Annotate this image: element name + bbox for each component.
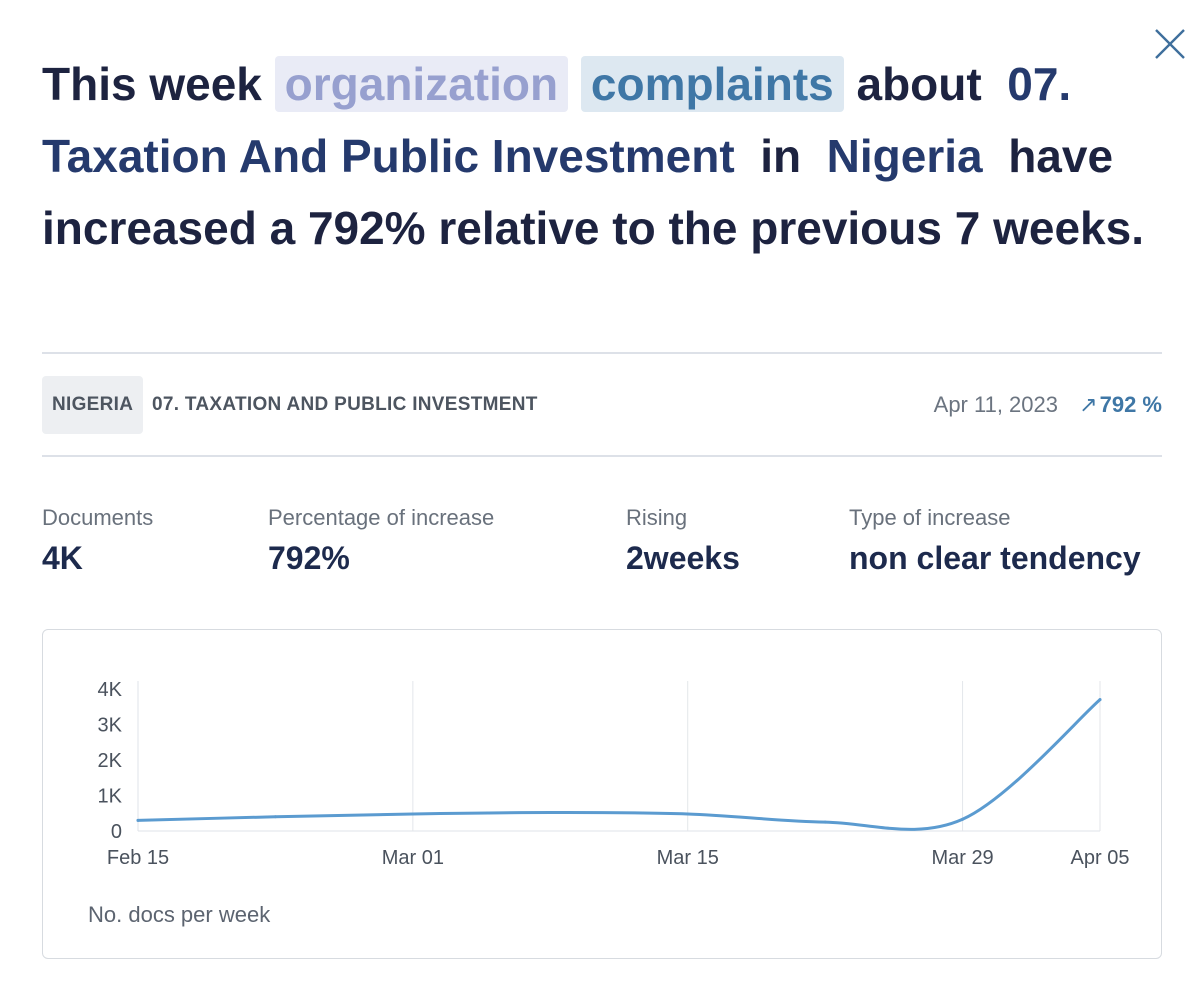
headline-in: in [760, 130, 802, 182]
organization-chip[interactable]: organization [274, 56, 569, 112]
divider [42, 352, 1162, 354]
chart-card: Feb 15 Mar 01 Mar 15 Mar 29 Apr 05 0 1K 2K 3K 4K … [42, 629, 1162, 959]
y-tick-label: 4K [98, 679, 123, 701]
x-tick-label: Mar 29 [931, 847, 993, 869]
stat-percentage: Percentage of increase 792% [268, 504, 494, 584]
stat-type: Type of increase non clear tendency [849, 504, 1141, 584]
country-badge[interactable]: NIGERIA [42, 376, 144, 434]
meta-row: NIGERIA 07. TAXATION AND PUBLIC INVESTME… [42, 376, 1162, 434]
headline-topic: 07. Taxation And Public Investment [42, 58, 1072, 182]
stat-label: Percentage of increase [268, 505, 495, 530]
meta-date: Apr 11, 2023 [933, 392, 1058, 417]
chart-caption: No. docs per week [88, 902, 271, 927]
stat-documents: Documents 4K [42, 504, 153, 584]
stat-rising: Rising 2weeks [626, 504, 740, 584]
x-tick-label: Mar 01 [382, 847, 444, 869]
headline: This week organization complaints about … [42, 48, 1162, 264]
stat-value: 792% [268, 540, 350, 576]
headline-about: about [856, 58, 982, 110]
stat-value: non clear tendency [849, 540, 1141, 576]
x-tick-label: Feb 15 [107, 847, 169, 869]
y-tick-label: 3K [98, 715, 123, 737]
stat-value: 4K [42, 540, 83, 576]
complaints-chip[interactable]: complaints [580, 56, 844, 112]
series-line [136, 698, 1102, 831]
stat-value: 2weeks [626, 540, 740, 576]
headline-suffix: have increased a 792% relative to the pr… [42, 130, 1145, 254]
stat-label: Rising [626, 505, 688, 530]
data-point [961, 817, 965, 821]
divider [42, 455, 1162, 457]
data-point [273, 815, 277, 819]
x-tick-label: Apr 05 [1071, 847, 1130, 869]
docs-line-chart: Feb 15 Mar 01 Mar 15 Mar 29 Apr 05 0 1K 2K 3K 4K [98, 679, 1130, 869]
stat-label: Documents [42, 505, 154, 530]
increase-value: 792 % [1099, 392, 1162, 417]
close-icon[interactable] [1152, 26, 1188, 62]
data-point [823, 820, 827, 824]
y-tick-label: 2K [98, 750, 123, 772]
headline-country: Nigeria [826, 130, 983, 182]
stat-label: Type of increase [849, 505, 1011, 530]
data-point [411, 812, 415, 816]
data-point [1098, 698, 1102, 702]
topic-label: 07. TAXATION AND PUBLIC INVESTMENT [152, 394, 538, 415]
x-tick-label: Mar 15 [657, 847, 719, 869]
trend-up-icon: ↗ [1079, 392, 1098, 417]
headline-prefix: This week [42, 58, 262, 110]
data-point [686, 812, 690, 816]
data-point [548, 811, 552, 815]
y-tick-label: 0 [111, 821, 122, 843]
increase-badge: ↗792 % [1079, 376, 1162, 434]
data-point [136, 818, 140, 822]
y-tick-label: 1K [98, 786, 123, 808]
